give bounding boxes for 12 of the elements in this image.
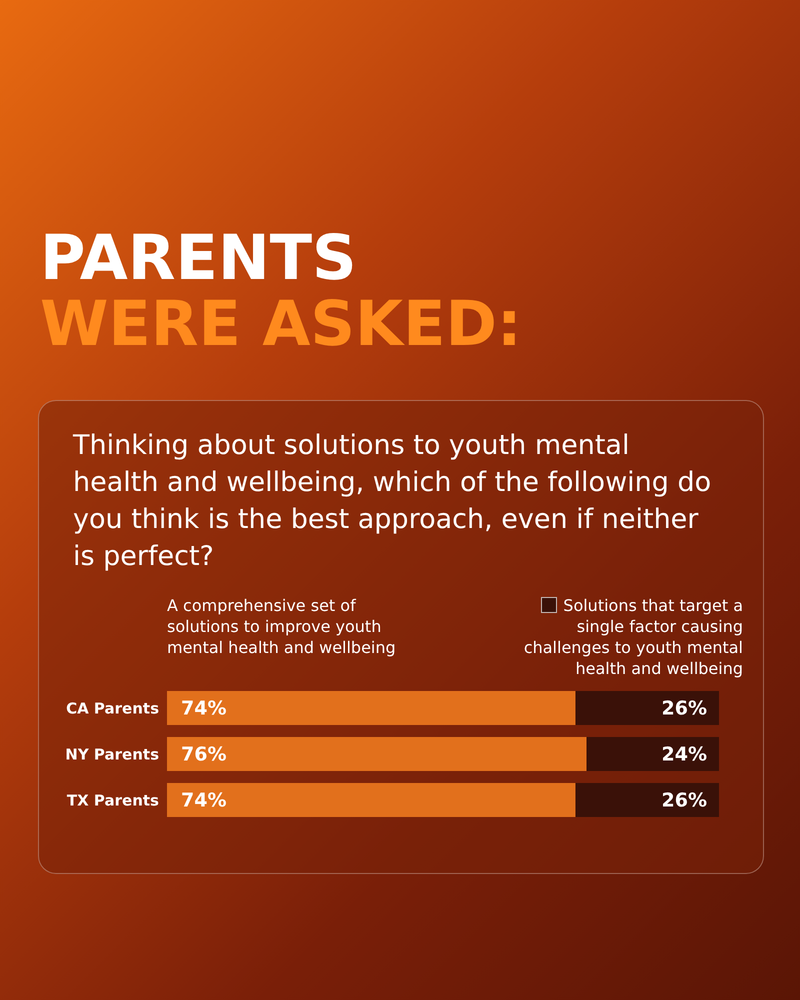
data-label: 74% (181, 698, 226, 720)
data-label: 26% (662, 698, 707, 720)
data-label: 24% (662, 744, 707, 766)
data-label: 26% (662, 790, 707, 812)
text: Thinking about solutions to youth mental health and wellbeing, which of the following do you think is the best approach, even if neither is perfect? (73, 429, 712, 574)
y-tick-label: CA Parents (66, 699, 160, 718)
y-tick-label: TX Parents (66, 791, 160, 810)
text: A comprehensive set of solutions to improve youth mental health and wellbeing (167, 595, 397, 659)
legend-label: Solutions that target a single factor causing challenges to youth mental health and wellbeing (522, 595, 743, 679)
y-tick-label: NY Parents (65, 745, 160, 764)
data-label: 76% (181, 744, 226, 766)
data-label: 74% (181, 790, 226, 812)
